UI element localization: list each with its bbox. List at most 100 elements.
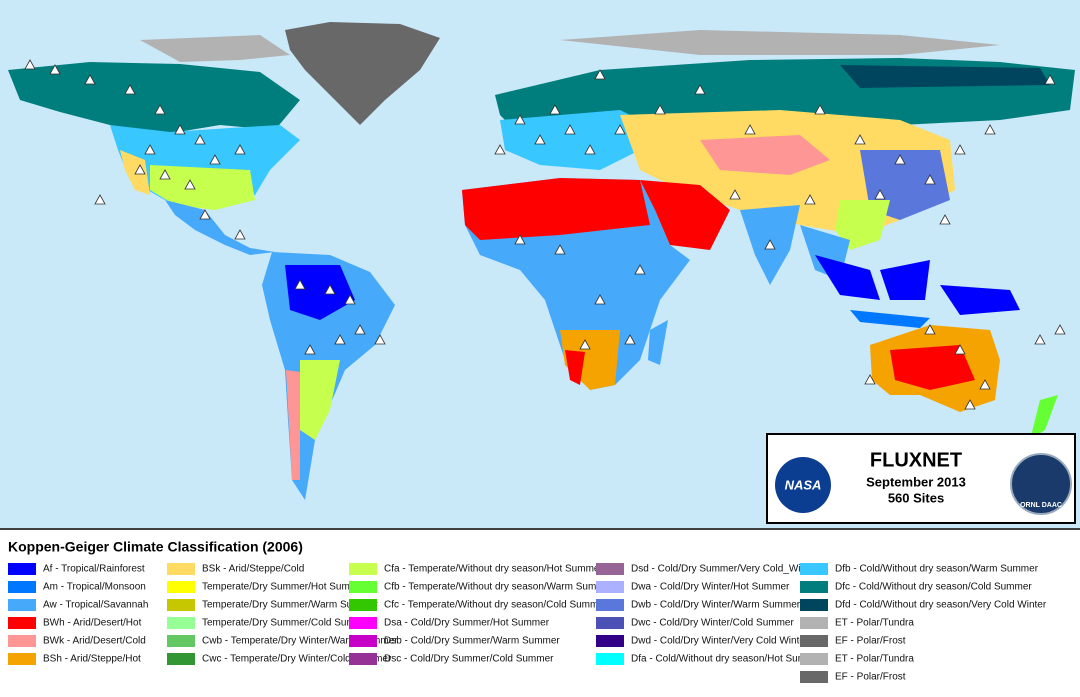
legend-swatch [800,635,828,647]
site-marker [514,114,526,125]
site-marker [334,334,346,345]
arctic-islands [140,35,290,62]
legend-label: Dsb - Cold/Dry Summer/Warm Summer [384,636,560,647]
legend-swatch [800,653,828,665]
legend-label: Temperate/Dry Summer/Hot Summer [202,582,368,593]
site-marker [1054,324,1066,335]
legend-swatch [8,563,36,575]
legend-swatch [167,635,195,647]
site-marker [579,339,591,350]
legend-swatch [800,671,828,683]
site-marker [144,144,156,155]
islands [815,255,880,300]
legend-swatch [800,617,828,629]
legend-swatch [167,599,195,611]
site-marker [234,144,246,155]
site-marker [864,374,876,385]
site-marker [554,244,566,255]
asia [700,135,830,175]
site-marker [304,344,316,355]
legend-swatch [8,581,36,593]
legend-swatch [596,653,624,665]
legend-label: ET - Polar/Tundra [835,618,914,629]
site-marker [979,379,991,390]
site-markers [24,59,1066,410]
site-marker [964,399,976,410]
site-marker [549,104,561,115]
site-marker [24,59,36,70]
site-marker [854,134,866,145]
site-marker [874,189,886,200]
north-america [8,62,300,135]
legend-swatch [167,581,195,593]
land [8,22,1075,500]
site-marker [124,84,136,95]
legend-swatch [800,581,828,593]
site-marker [184,179,196,190]
legend-label: BSk - Arid/Steppe/Cold [202,564,304,575]
site-marker [984,124,996,135]
site-marker [294,279,306,290]
site-marker [1034,334,1046,345]
legend: Af - Tropical/Rainforest Am - Tropical/Mo… [8,563,1047,683]
madagascar [648,320,668,365]
legend-label: Cfa - Temperate/Without dry season/Hot S… [384,564,603,575]
asia [835,200,890,250]
site-marker [159,169,171,180]
legend-label: Temperate/Dry Summer/Warm Summer [202,600,378,611]
north-america [150,165,255,210]
site-marker [134,164,146,175]
legend-label: BSh - Arid/Steppe/Hot [43,654,141,665]
legend-swatch [8,653,36,665]
site-marker [924,324,936,335]
australia [890,345,975,390]
site-marker [354,324,366,335]
legend-title: Koppen-Geiger Climate Classification (20… [8,539,303,555]
site-marker [954,144,966,155]
site-marker [744,124,756,135]
site-marker [199,209,211,220]
south-america [286,370,300,480]
islands [850,310,930,328]
legend-swatch [800,563,828,575]
site-marker [814,104,826,115]
arabia [640,180,730,250]
site-marker [614,124,626,135]
south-america [285,265,355,320]
europe [500,110,650,170]
legend-label: BWh - Arid/Desert/Hot [43,618,142,629]
site-marker [564,124,576,135]
legend-swatch [8,617,36,629]
site-marker [174,124,186,135]
legend-label: Dfb - Cold/Without dry season/Warm Summe… [835,564,1039,575]
site-marker [594,69,606,80]
legend-swatch [596,581,624,593]
legend-label: Cwb - Temperate/Dry Winter/Warm Summer [202,636,398,647]
legend-label: Dsd - Cold/Dry Summer/Very Cold_Winter [631,564,818,575]
site-marker [49,64,61,75]
info-title: FLUXNET [870,449,962,471]
site-marker [344,294,356,305]
legend-swatch [800,599,828,611]
site-marker [804,194,816,205]
site-marker [514,234,526,245]
legend-label: Dsc - Cold/Dry Summer/Cold Summer [384,654,554,665]
legend-label: Dwc - Cold/Dry Winter/Cold Summer [631,618,794,629]
legend-swatch [167,617,195,629]
legend-label: Dsa - Cold/Dry Summer/Hot Summer [384,618,550,629]
legend-label: Dfc - Cold/Without dry season/Cold Summe… [835,582,1032,593]
site-marker [894,154,906,165]
nasa-logo-text: NASA [785,477,822,492]
legend-swatch [349,635,377,647]
ornl-logo [1010,453,1072,515]
site-marker [534,134,546,145]
site-marker [594,294,606,305]
new-zealand [1030,395,1058,440]
ornl-logo-text: ORNL DAAC [1020,502,1062,509]
site-marker [209,154,221,165]
nasa-logo [775,457,831,513]
legend-swatch [8,599,36,611]
greenland [285,22,440,125]
